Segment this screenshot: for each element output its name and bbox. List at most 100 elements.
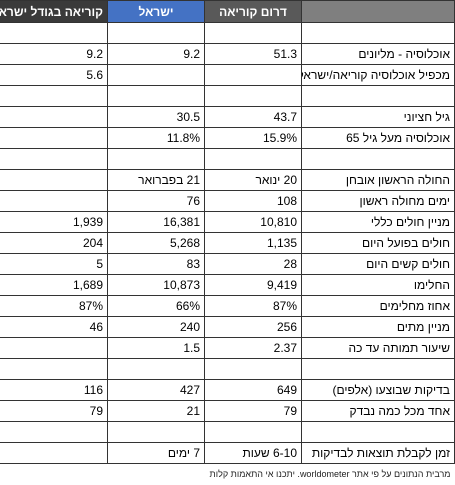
value-cell: 11.8% (107, 127, 205, 149)
empty-cell (0, 337, 108, 359)
value-cell: 79 (204, 400, 302, 422)
empty-cell (301, 148, 455, 170)
value-cell: 20 ינואר (204, 169, 302, 191)
blank-row (0, 85, 455, 107)
data-row: אוכלוסיה מעל גיל 65 15.9% 11.8% (0, 127, 455, 149)
empty-cell (0, 442, 108, 464)
value-cell: 30.5 (107, 106, 205, 128)
value-cell: 66% (107, 295, 205, 317)
empty-cell (204, 358, 302, 380)
value-cell: 5,268 (107, 232, 205, 254)
header-cell: ישראל (107, 0, 205, 23)
value-cell: 1.5 (107, 337, 205, 359)
empty-cell (0, 169, 108, 191)
row-label: חולים בפועל היום (301, 232, 455, 254)
empty-cell (0, 85, 108, 107)
row-label: מכפיל אוכלוסיה קוריאה/ישראל (301, 64, 455, 86)
empty-cell (204, 64, 302, 86)
data-row: אחד מכל כמה נבדק 79 21 79 (0, 400, 455, 422)
row-label: אוכלוסיה - מליונים (301, 43, 455, 65)
footnote-row: מרבית הנתונים על פי אתר worldometer. יתכ… (0, 464, 455, 485)
empty-cell (301, 421, 455, 443)
row-label: החולה הראשון אובחן (301, 169, 455, 191)
empty-cell (107, 421, 205, 443)
value-cell: 16,381 (107, 211, 205, 233)
data-row: חולים קשים היום 28 83 5 (0, 253, 455, 275)
data-row: מכפיל אוכלוסיה קוריאה/ישראל 5.6 (0, 64, 455, 86)
empty-cell (0, 421, 108, 443)
value-cell: 6-10 שעות (204, 442, 302, 464)
row-label: אוכלוסיה מעל גיל 65 (301, 127, 455, 149)
value-cell: 116 (0, 379, 108, 401)
value-cell: 5.6 (0, 64, 108, 86)
row-label: מניין חולים כללי (301, 211, 455, 233)
data-row: בדיקות שבוצעו (אלפים) 649 427 116 (0, 379, 455, 401)
empty-cell (301, 358, 455, 380)
data-row: זמן לקבלת תוצאות לבדיקות 6-10 שעות 7 ימים (0, 442, 455, 464)
data-row: שיעור תמותה עד כה 2.37 1.5 (0, 337, 455, 359)
empty-cell (107, 148, 205, 170)
data-row: ימים מחולה ראשון 108 76 (0, 190, 455, 212)
empty-cell (204, 85, 302, 107)
empty-cell (0, 148, 108, 170)
value-cell: 21 בפברואר (107, 169, 205, 191)
blank-row (0, 358, 455, 380)
empty-cell (0, 358, 108, 380)
empty-cell (107, 85, 205, 107)
empty-cell (204, 148, 302, 170)
data-row: גיל חציוני 43.7 30.5 (0, 106, 455, 128)
row-label: שיעור תמותה עד כה (301, 337, 455, 359)
row-label: החלימו (301, 274, 455, 296)
value-cell: 87% (204, 295, 302, 317)
value-cell: 1,689 (0, 274, 108, 296)
empty-cell (107, 22, 205, 44)
value-cell: 43.7 (204, 106, 302, 128)
empty-cell (107, 358, 205, 380)
value-cell: 79 (0, 400, 108, 422)
footnote: מרבית הנתונים על פי אתר worldometer. יתכ… (209, 469, 451, 480)
value-cell: 7 ימים (107, 442, 205, 464)
empty-cell (107, 64, 205, 86)
data-row: מניין מתים 256 240 46 (0, 316, 455, 338)
value-cell: 649 (204, 379, 302, 401)
value-cell: 427 (107, 379, 205, 401)
value-cell: 10,810 (204, 211, 302, 233)
value-cell: 10,873 (107, 274, 205, 296)
row-label: מניין מתים (301, 316, 455, 338)
empty-cell (0, 190, 108, 212)
value-cell: 1,135 (204, 232, 302, 254)
value-cell: 5 (0, 253, 108, 275)
row-label: אחד מכל כמה נבדק (301, 400, 455, 422)
blank-row (0, 421, 455, 443)
value-cell: 28 (204, 253, 302, 275)
value-cell: 15.9% (204, 127, 302, 149)
value-cell: 256 (204, 316, 302, 338)
header-row: דרום קוריאה ישראל קוריאה בגודל ישראל (0, 0, 455, 23)
value-cell: 46 (0, 316, 108, 338)
value-cell: 21 (107, 400, 205, 422)
row-label: בדיקות שבוצעו (אלפים) (301, 379, 455, 401)
data-row: החולה הראשון אובחן 20 ינואר 21 בפברואר (0, 169, 455, 191)
row-label: ימים מחולה ראשון (301, 190, 455, 212)
data-row: החלימו 9,419 10,873 1,689 (0, 274, 455, 296)
value-cell: 240 (107, 316, 205, 338)
value-cell: 76 (107, 190, 205, 212)
empty-cell (204, 421, 302, 443)
empty-cell (0, 127, 108, 149)
blank-row (0, 22, 455, 44)
row-label: גיל חציוני (301, 106, 455, 128)
value-cell: 51.3 (204, 43, 302, 65)
empty-cell (301, 22, 455, 44)
row-label: זמן לקבלת תוצאות לבדיקות (301, 442, 455, 464)
header-cell: דרום קוריאה (204, 0, 302, 23)
value-cell: 83 (107, 253, 205, 275)
blank-row (0, 148, 455, 170)
data-row: אוכלוסיה - מליונים 51.3 9.2 9.2 (0, 43, 455, 65)
data-row: אחוז מחלימים 87% 66% 87% (0, 295, 455, 317)
value-cell: 1,939 (0, 211, 108, 233)
empty-cell (204, 22, 302, 44)
value-cell: 9.2 (107, 43, 205, 65)
